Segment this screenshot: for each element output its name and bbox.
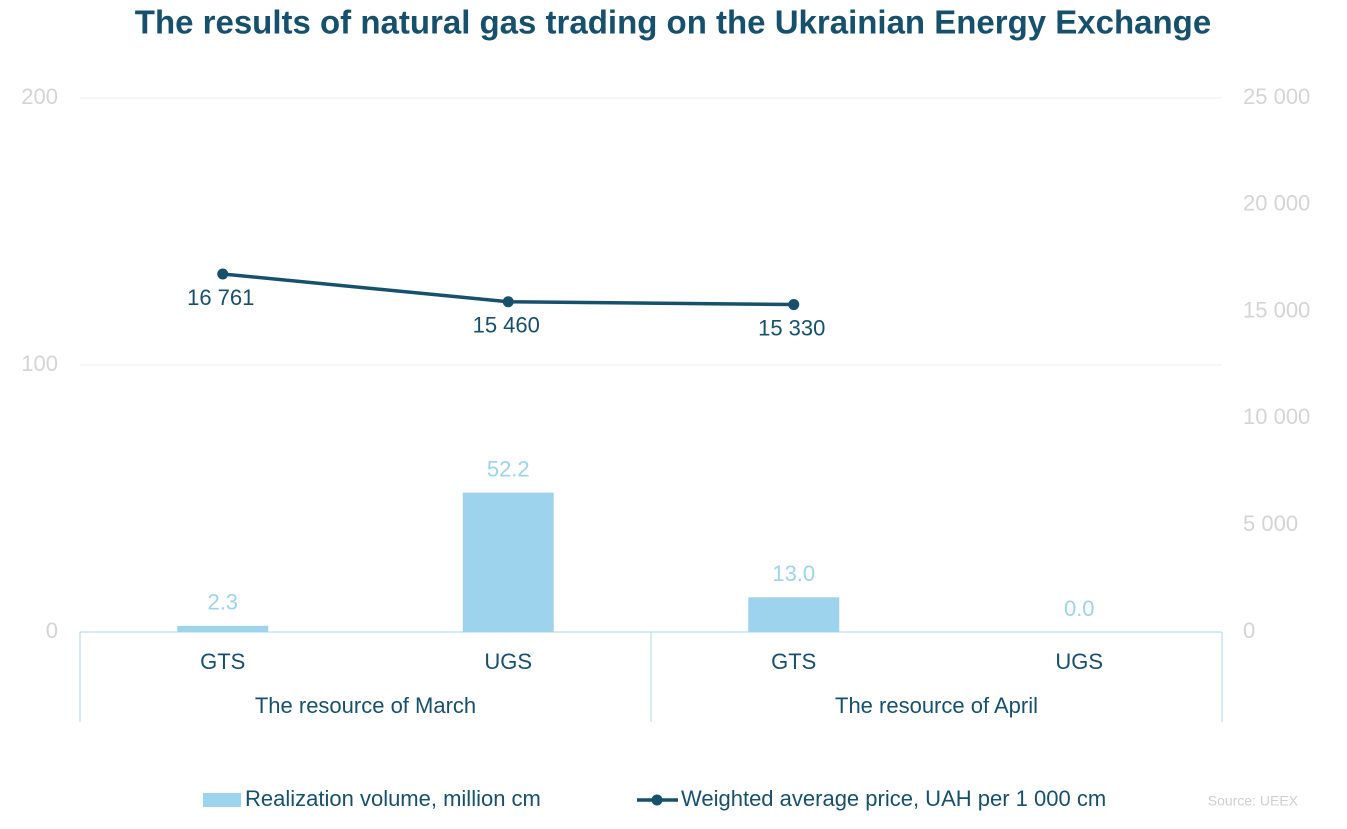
group-label: The resource of March — [255, 693, 476, 718]
bar-value-label: 0.0 — [1064, 596, 1095, 621]
group-label: The resource of April — [835, 693, 1038, 718]
y2-tick-label: 10 000 — [1243, 404, 1310, 429]
x-tick-label: UGS — [484, 649, 532, 674]
line-point — [217, 268, 229, 280]
x-tick-label: GTS — [771, 649, 816, 674]
y2-tick-label: 5 000 — [1243, 511, 1298, 536]
legend-swatch — [651, 794, 663, 806]
bar — [462, 492, 554, 632]
y2-tick-label: 0 — [1243, 618, 1255, 643]
line-value-label: 16 761 — [187, 285, 254, 310]
line-value-label: 15 330 — [758, 315, 825, 340]
bar-value-label: 13.0 — [772, 561, 815, 586]
legend-swatch — [203, 793, 241, 807]
y2-tick-label: 25 000 — [1243, 84, 1310, 109]
y2-tick-label: 20 000 — [1243, 191, 1310, 216]
bar-value-label: 52.2 — [487, 456, 530, 481]
chart-title: The results of natural gas trading on th… — [135, 4, 1211, 41]
y-tick-label: 100 — [21, 351, 58, 376]
bar-value-label: 2.3 — [207, 590, 238, 615]
x-tick-label: GTS — [200, 649, 245, 674]
y-tick-label: 0 — [46, 618, 58, 643]
legend-label: Weighted average price, UAH per 1 000 cm — [681, 786, 1106, 811]
y2-tick-label: 15 000 — [1243, 297, 1310, 322]
x-tick-label: UGS — [1055, 649, 1103, 674]
legend-label: Realization volume, million cm — [245, 786, 541, 811]
line-value-label: 15 460 — [473, 313, 540, 338]
bar — [748, 597, 840, 632]
bar — [177, 625, 269, 632]
line-point — [502, 296, 514, 308]
y-tick-label: 200 — [21, 84, 58, 109]
line-point — [788, 299, 800, 311]
source: Source: UEEX — [1208, 793, 1299, 809]
